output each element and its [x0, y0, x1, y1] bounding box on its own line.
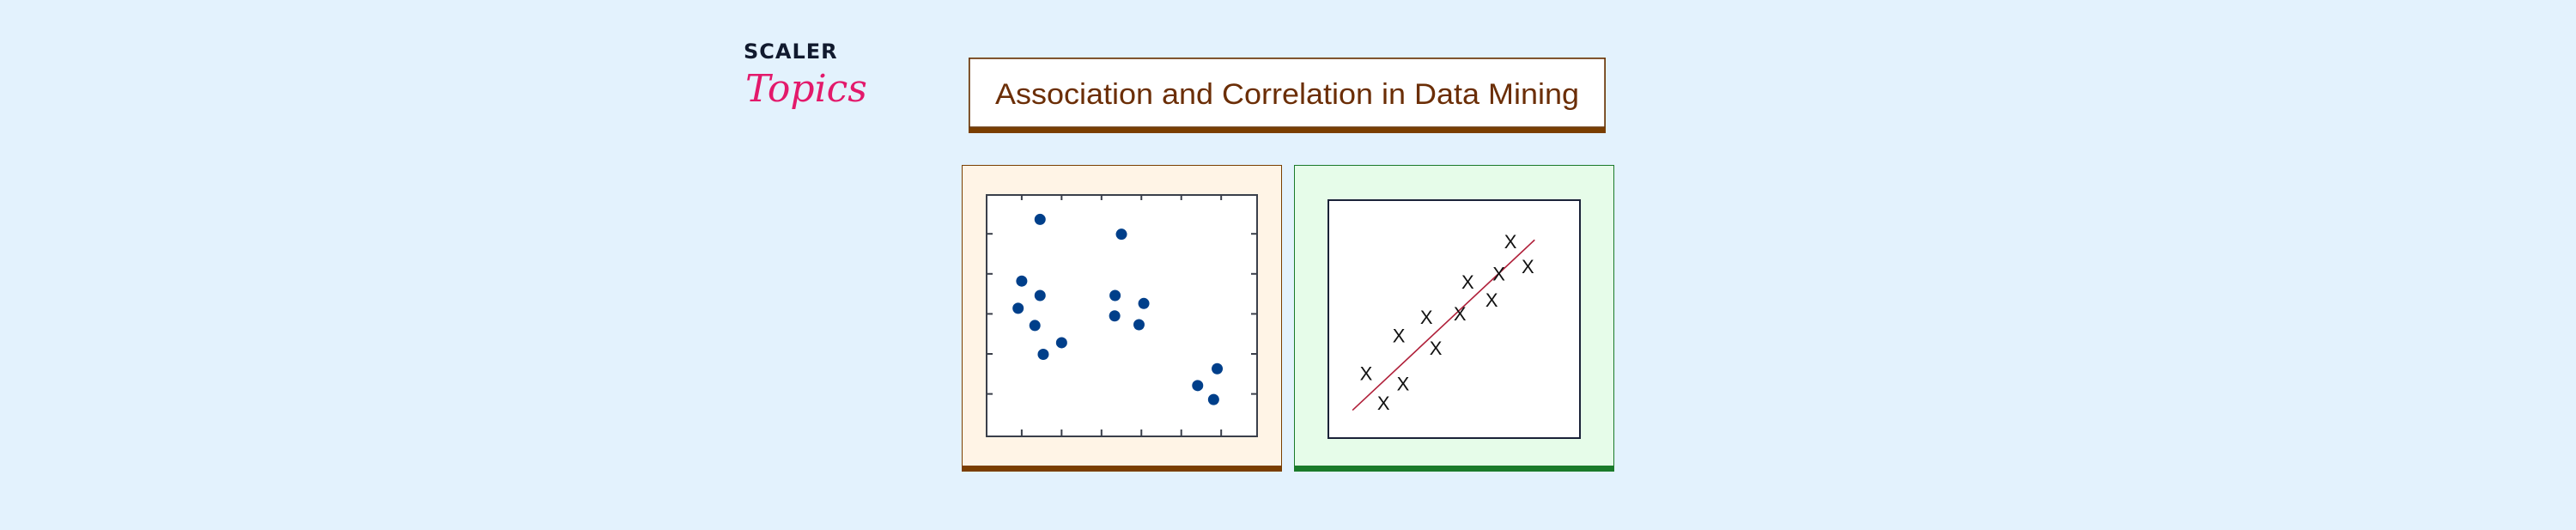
left-panel-uncorrelated — [962, 165, 1282, 472]
scatter-dot — [1029, 320, 1041, 332]
scatter-dot — [1016, 275, 1028, 287]
logo-scaler-text: SCALER — [744, 40, 838, 64]
right-plot-frame — [1327, 199, 1581, 439]
trend-line — [1352, 239, 1535, 411]
scatter-dot — [1012, 302, 1024, 314]
scatter-x-mark: X — [1485, 289, 1498, 311]
scatter-dot — [1138, 297, 1150, 309]
scatter-x-mark: X — [1377, 393, 1390, 414]
scatter-x-mark: X — [1504, 231, 1517, 253]
scatter-dot — [1109, 289, 1121, 302]
scatter-x-mark: X — [1420, 307, 1433, 328]
scatter-dot — [1109, 310, 1121, 322]
scatter-x-mark: X — [1360, 362, 1373, 384]
scatter-dot — [1207, 393, 1219, 405]
scatter-x-mark: X — [1454, 303, 1467, 325]
right-trend-line-group — [1352, 239, 1535, 411]
scatter-dot — [1192, 380, 1204, 392]
logo-topics-text: Topics — [745, 67, 867, 111]
scatter-x-mark: X — [1397, 373, 1410, 394]
scatter-dot — [1055, 337, 1067, 349]
scatter-x-mark: X — [1430, 338, 1443, 359]
scatter-dot — [1133, 319, 1145, 331]
title-box: Association and Correlation in Data Mini… — [969, 58, 1606, 133]
scatter-dot — [1212, 362, 1224, 375]
scatter-dot — [1115, 228, 1127, 241]
page-title: Association and Correlation in Data Mini… — [995, 78, 1579, 111]
scatter-dot — [1037, 348, 1049, 360]
scatter-x-mark: X — [1522, 256, 1534, 277]
scatter-x-mark: X — [1461, 271, 1474, 293]
left-axis-ticks — [987, 195, 1257, 436]
scatter-x-mark: X — [1393, 326, 1406, 347]
scatter-x-mark: X — [1492, 263, 1505, 284]
scatter-dot — [1034, 213, 1046, 225]
left-scatter-points — [1012, 213, 1224, 405]
scatter-dot — [1034, 289, 1046, 302]
